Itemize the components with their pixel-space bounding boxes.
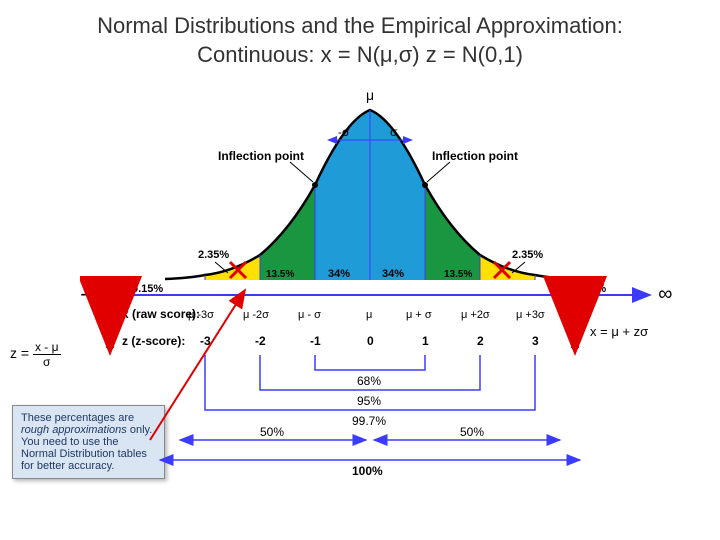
z-score-label: z (z-score):	[122, 334, 185, 348]
pos-sigma: σ	[390, 125, 398, 139]
z-numerator: x - μ	[33, 340, 61, 355]
svg-text:μ +2σ: μ +2σ	[461, 309, 490, 321]
pct-34-l: 34%	[328, 268, 350, 280]
svg-text:99.7%: 99.7%	[352, 414, 386, 428]
svg-text:μ -3σ: μ -3σ	[188, 309, 214, 321]
brackets: 68% 95% 99.7%	[205, 355, 535, 428]
tail-left: 0.15%	[132, 283, 163, 295]
fifty-left: 50%	[260, 425, 284, 439]
svg-text:μ + σ: μ + σ	[406, 309, 432, 321]
hundred-pct: 100%	[352, 464, 383, 478]
z-eq-label: z =	[10, 345, 29, 361]
svg-text:95%: 95%	[357, 394, 381, 408]
neg-sigma: -σ	[338, 125, 350, 139]
title-line-1: Normal Distributions and the Empirical A…	[97, 13, 623, 38]
pos-infinity: ∞	[658, 283, 672, 305]
svg-text:-1: -1	[310, 334, 321, 348]
svg-text:-2: -2	[255, 334, 266, 348]
inflection-left: Inflection point	[218, 149, 304, 163]
svg-text:μ +3σ: μ +3σ	[516, 309, 545, 321]
mu-label: μ	[366, 87, 374, 103]
pct-2-35-r: 2.35%	[512, 249, 543, 261]
page-title: Normal Distributions and the Empirical A…	[0, 0, 720, 69]
neg-infinity: - ∞	[80, 283, 106, 305]
svg-text:68%: 68%	[357, 374, 381, 388]
pct-34-r: 34%	[382, 268, 404, 280]
svg-text:0: 0	[367, 334, 374, 348]
z-labels: -3 -2 -1 0 1 2 3	[200, 334, 539, 348]
svg-text:1: 1	[422, 334, 429, 348]
pct-13-5-l: 13.5%	[266, 269, 294, 280]
inflection-right: Inflection point	[432, 149, 518, 163]
title-line-2: Continuous: x = N(μ,σ) z = N(0,1)	[197, 42, 523, 67]
z-formula: z = x - μ σ	[10, 340, 61, 369]
normal-dist-diagram: Inflection point Inflection point μ -σ σ…	[80, 80, 680, 400]
pct-13-5-r: 13.5%	[444, 269, 472, 280]
x-formula: x = μ + zσ	[590, 324, 648, 339]
svg-text:3: 3	[532, 334, 539, 348]
z-denominator: σ	[33, 355, 61, 369]
svg-text:μ -2σ: μ -2σ	[243, 309, 269, 321]
x-labels: μ -3σ μ -2σ μ - σ μ μ + σ μ +2σ μ +3σ	[188, 309, 545, 321]
svg-text:μ: μ	[366, 309, 372, 321]
svg-text:2: 2	[477, 334, 484, 348]
fifty-right: 50%	[460, 425, 484, 439]
pct-2-35-l: 2.35%	[198, 249, 229, 261]
svg-text:μ - σ: μ - σ	[298, 309, 321, 321]
tail-right: 0.15%	[575, 283, 606, 295]
